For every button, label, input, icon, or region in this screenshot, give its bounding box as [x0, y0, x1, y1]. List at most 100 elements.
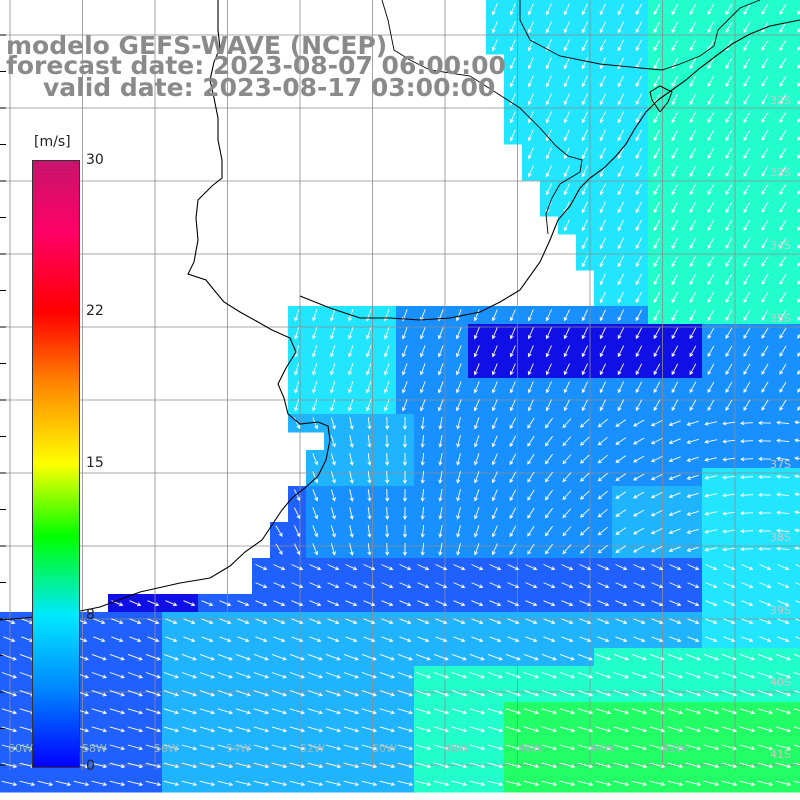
wind-arrow	[667, 780, 684, 787]
wind-arrow	[776, 528, 790, 533]
wind-arrow	[509, 129, 516, 142]
wind-arrow	[271, 672, 288, 679]
lagoon-coast	[649, 85, 673, 113]
wind-arrow	[743, 111, 751, 124]
wind-arrow	[653, 309, 661, 322]
wind-arrow	[201, 618, 214, 625]
wind-arrow	[595, 653, 611, 661]
wind-arrow	[599, 363, 607, 376]
wind-arrow	[491, 363, 498, 376]
wind-speed-cell	[792, 162, 800, 181]
wind-arrow	[379, 726, 396, 733]
wind-arrow	[776, 420, 790, 425]
wind-arrow	[541, 744, 558, 751]
wind-arrow	[201, 636, 214, 643]
wind-arrow	[487, 780, 504, 787]
wind-arrow	[509, 453, 517, 466]
wind-arrow	[775, 690, 791, 697]
wind-speed-cell	[792, 270, 800, 289]
wind-arrow	[289, 690, 305, 697]
wind-arrow	[361, 653, 377, 661]
wind-arrow	[653, 381, 661, 394]
wind-arrow	[689, 327, 697, 340]
wind-arrow	[363, 600, 376, 607]
wind-arrow	[581, 381, 589, 394]
wind-arrow	[631, 762, 648, 769]
wind-arrow	[385, 416, 390, 430]
wind-arrow	[632, 527, 645, 535]
wind-arrow	[181, 708, 198, 715]
wind-arrow	[181, 762, 198, 769]
wind-arrow	[689, 309, 697, 322]
wind-arrow	[453, 618, 466, 625]
wind-arrow	[739, 744, 756, 751]
wind-arrow	[759, 600, 772, 607]
wind-arrow	[379, 708, 396, 715]
wind-arrow	[491, 39, 498, 52]
wind-arrow	[163, 762, 180, 769]
wind-arrow	[613, 708, 630, 715]
wind-arrow	[474, 489, 480, 502]
wind-speed-cell	[792, 90, 800, 109]
wind-arrow	[327, 582, 340, 589]
wind-arrow	[595, 744, 612, 751]
wind-arrow	[615, 527, 627, 535]
wind-arrow	[491, 489, 498, 502]
wind-arrow	[545, 165, 552, 178]
wind-arrow	[420, 470, 425, 484]
wind-arrow	[545, 39, 552, 52]
wind-arrow	[473, 345, 480, 358]
wind-arrow	[707, 273, 715, 286]
wind-arrow	[613, 690, 629, 697]
wind-arrow	[707, 111, 715, 124]
wind-arrow	[491, 435, 498, 448]
wind-arrow	[671, 21, 679, 34]
wind-arrow	[581, 21, 589, 34]
wind-arrow	[415, 762, 432, 769]
wind-arrow	[635, 219, 643, 232]
wind-arrow	[385, 542, 390, 556]
title-valid-date: valid date: 2023-08-17 03:00:00	[43, 73, 496, 102]
wind-arrow	[795, 636, 800, 640]
wind-arrow	[489, 636, 502, 643]
wind-arrow	[671, 3, 679, 16]
wind-arrow	[725, 309, 733, 322]
wind-arrow	[599, 345, 607, 358]
wind-speed-cell	[792, 126, 800, 145]
wind-arrow	[668, 438, 681, 445]
wind-arrow	[544, 507, 553, 519]
wind-arrow	[597, 508, 608, 518]
wind-arrow	[293, 489, 301, 502]
wind-arrow	[1, 653, 17, 661]
wind-arrow	[722, 511, 735, 516]
wind-arrow	[109, 708, 126, 715]
wind-arrow	[217, 653, 233, 661]
wind-arrow	[725, 345, 733, 358]
wind-arrow	[509, 75, 516, 88]
wind-arrow	[307, 708, 324, 715]
wind-arrow	[725, 3, 733, 16]
wind-arrow	[689, 165, 697, 178]
wind-arrow	[685, 672, 702, 679]
wind-arrow	[671, 39, 679, 52]
wind-arrow	[795, 564, 800, 568]
wind-arrow	[379, 744, 396, 751]
wind-arrow	[617, 93, 625, 106]
wind-arrow	[631, 653, 647, 661]
wind-arrow	[739, 726, 756, 733]
wind-arrow	[349, 543, 354, 556]
wind-arrow	[402, 452, 407, 466]
wind-arrow	[617, 129, 625, 142]
wind-arrow	[545, 129, 552, 142]
wind-arrow	[793, 672, 800, 676]
wind-arrow	[545, 183, 552, 196]
wind-arrow	[433, 672, 450, 679]
lat-label: 37S	[770, 458, 791, 471]
wind-arrow	[402, 488, 407, 502]
wind-arrow	[91, 672, 108, 679]
wind-arrow	[491, 345, 498, 358]
wind-arrow	[721, 780, 738, 787]
wind-arrow	[707, 21, 715, 34]
wind-arrow	[307, 762, 324, 769]
wind-arrow	[757, 708, 774, 715]
